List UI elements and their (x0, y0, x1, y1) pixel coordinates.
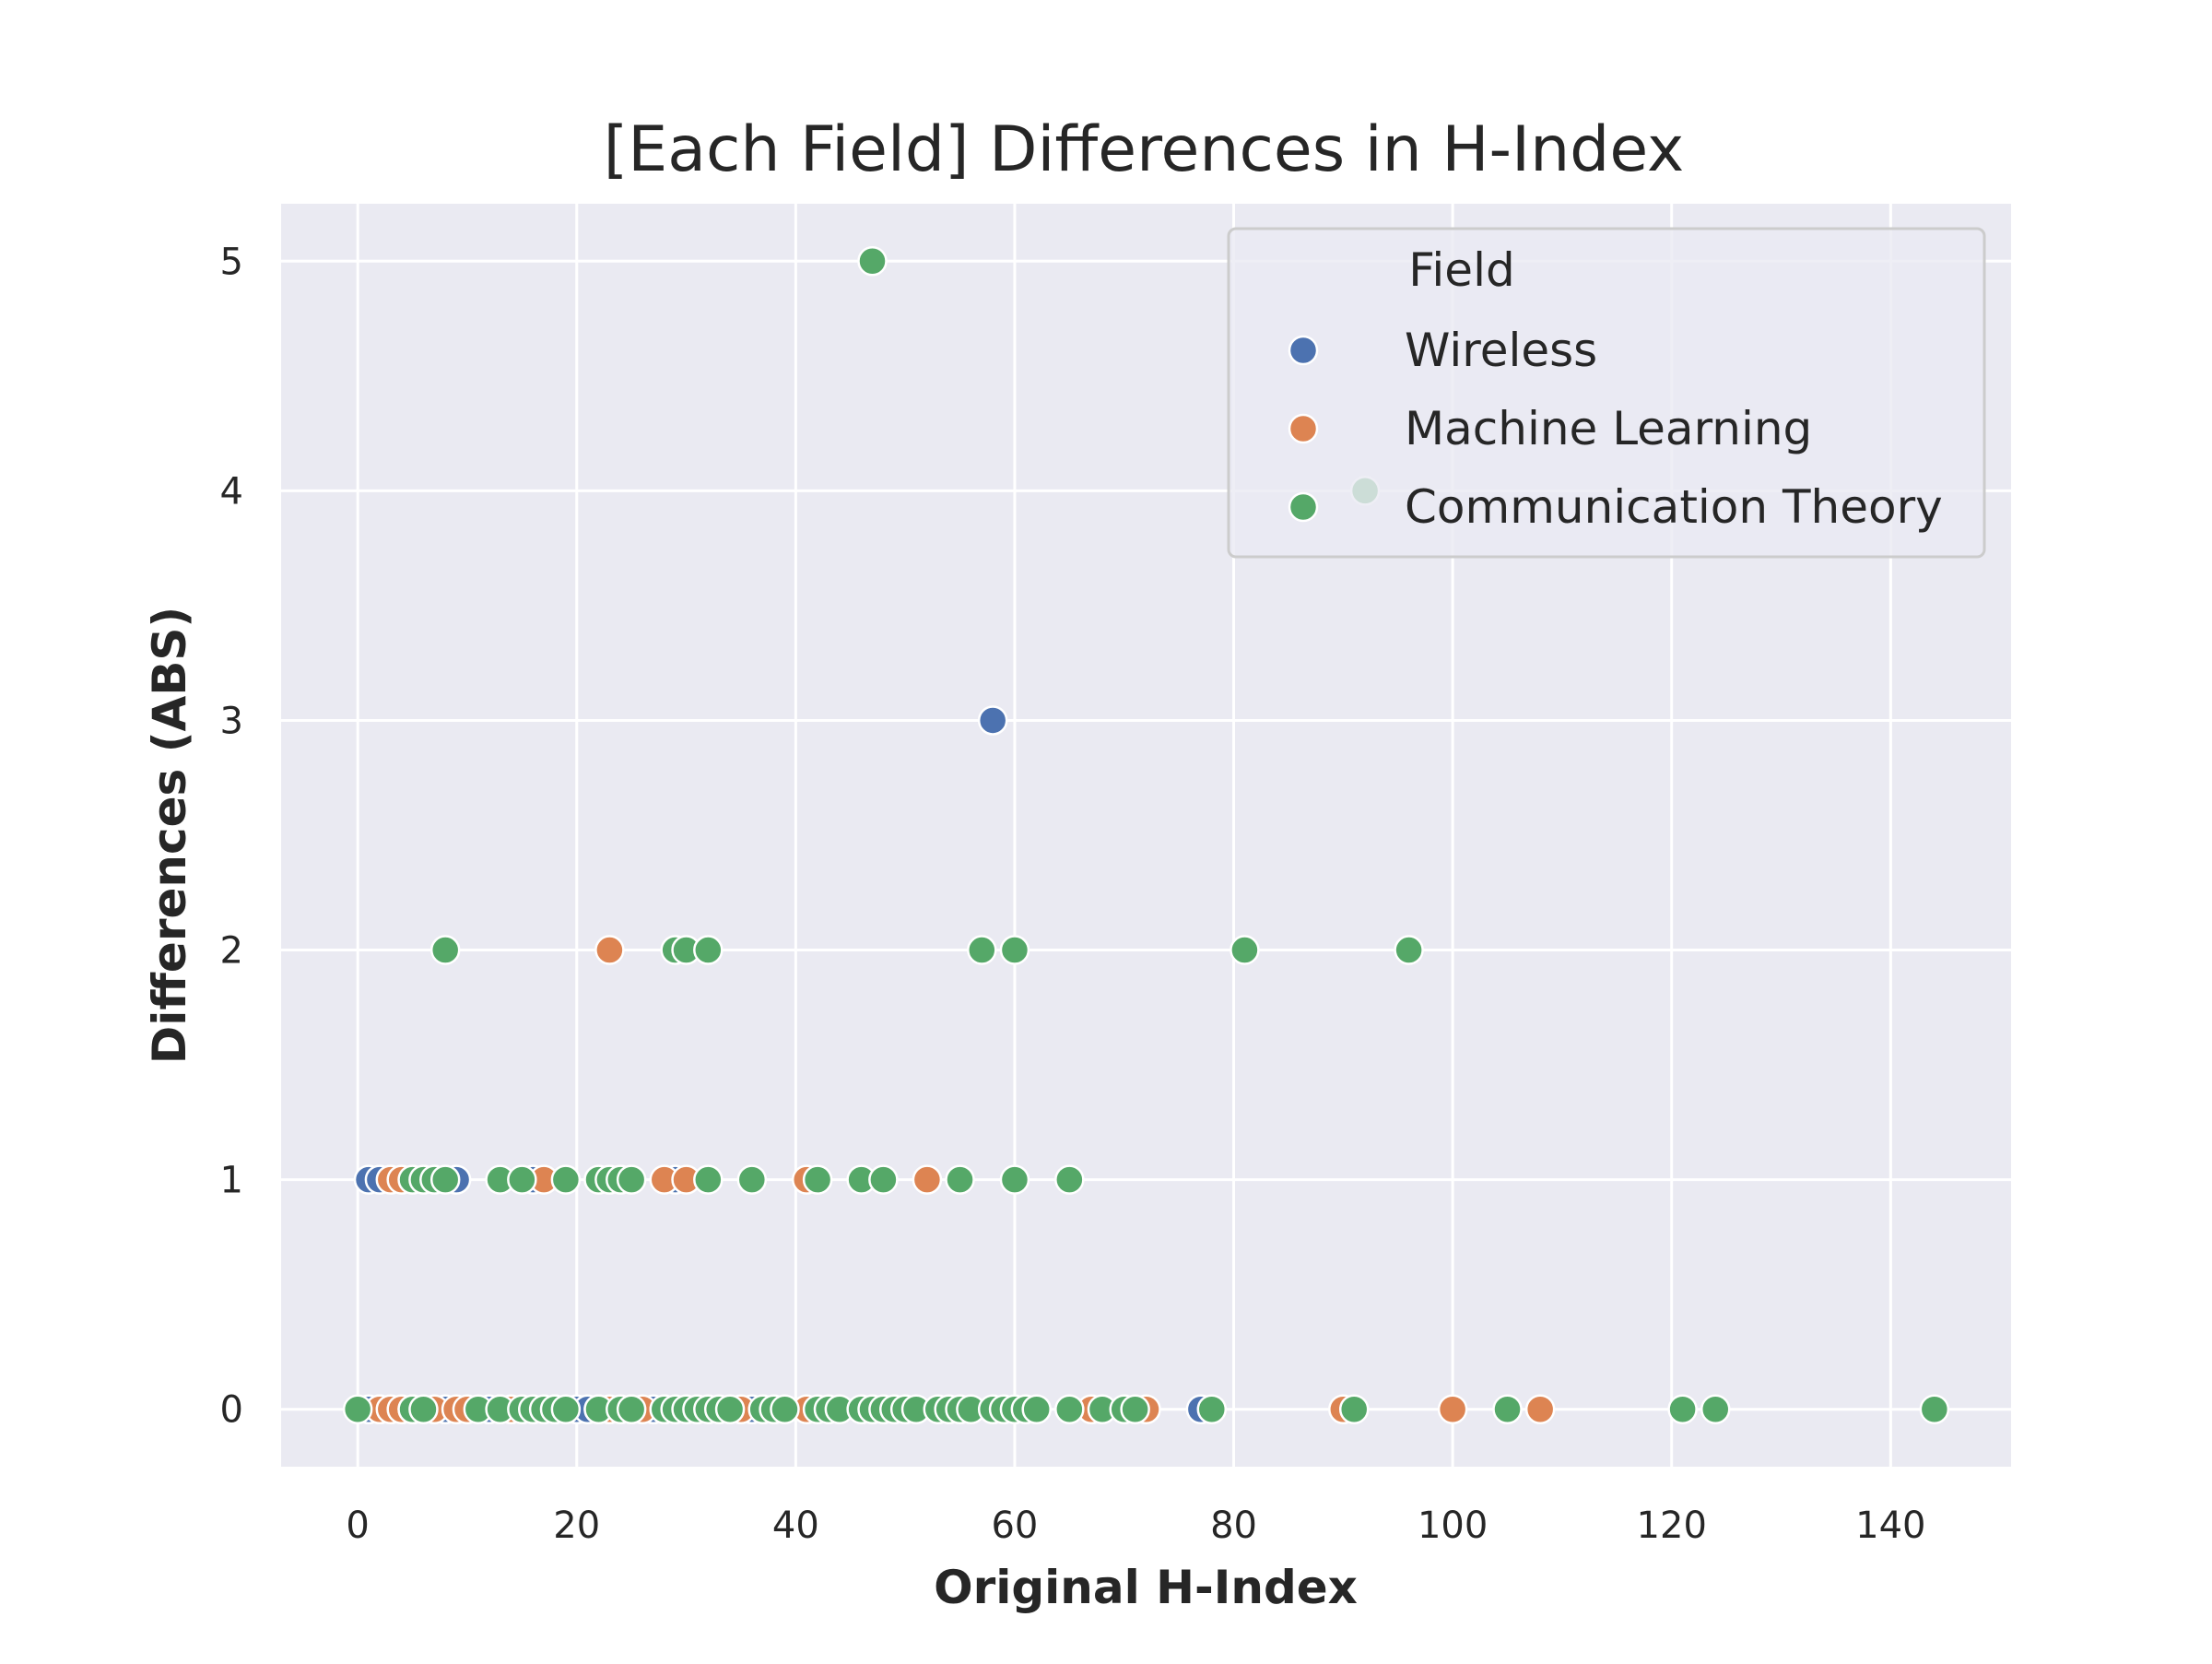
y-axis-label: Differences (ABS) (143, 607, 196, 1064)
x-tick-label: 0 (346, 1505, 369, 1547)
y-tick-label: 1 (220, 1160, 243, 1202)
legend-label: Machine Learning (1405, 402, 1812, 455)
data-point (1338, 1394, 1370, 1424)
data-point (1437, 1394, 1468, 1424)
data-point (616, 1164, 647, 1195)
data-point (999, 1164, 1030, 1195)
data-point (507, 1164, 537, 1195)
data-point (550, 1394, 582, 1424)
data-point (1230, 935, 1260, 965)
y-axis-ticks: 0 1 2 3 4 5 (220, 241, 243, 1431)
x-tick-label: 140 (1855, 1505, 1925, 1547)
data-point (550, 1164, 582, 1195)
data-point (736, 1164, 768, 1195)
data-point (857, 246, 888, 277)
legend-marker (1288, 491, 1319, 523)
data-point (429, 935, 461, 965)
x-tick-label: 60 (991, 1505, 1038, 1547)
legend-item: Machine Learning (1288, 402, 1812, 455)
chart-title: [Each Field] Differences in H-Index (604, 113, 1684, 186)
legend: Field Wireless Machine Learning Communicat… (1227, 227, 1986, 559)
legend-label: Wireless (1405, 324, 1597, 377)
data-point (714, 1394, 746, 1424)
data-point (1919, 1394, 1950, 1424)
data-point (770, 1394, 800, 1424)
legend-item: Communication Theory (1288, 480, 1943, 534)
data-point (999, 935, 1030, 965)
y-tick-label: 2 (220, 930, 243, 973)
data-point (1524, 1394, 1556, 1424)
data-point (1394, 935, 1424, 965)
x-tick-label: 20 (553, 1505, 600, 1547)
data-point (342, 1394, 373, 1424)
legend-title: Field (1408, 243, 1514, 297)
data-point (1492, 1394, 1523, 1424)
x-tick-label: 40 (772, 1505, 819, 1547)
series-communication-theory (342, 246, 1950, 1424)
legend-item: Wireless (1288, 324, 1597, 377)
data-point (967, 935, 997, 965)
data-point (429, 1164, 461, 1195)
data-point (616, 1394, 647, 1424)
data-point (1054, 1394, 1085, 1424)
data-point (594, 935, 625, 965)
data-point (1120, 1394, 1150, 1424)
data-point (868, 1164, 899, 1195)
y-tick-label: 4 (220, 470, 243, 513)
data-point (1054, 1164, 1085, 1195)
data-point (1667, 1394, 1698, 1424)
x-axis-label: Original H-Index (934, 1561, 1358, 1614)
data-point (693, 935, 724, 965)
data-point (693, 1164, 724, 1195)
y-tick-label: 3 (220, 700, 243, 742)
legend-marker (1288, 413, 1319, 444)
legend-marker (1288, 335, 1319, 366)
data-point (945, 1164, 975, 1195)
data-point (912, 1164, 943, 1195)
data-point (802, 1164, 833, 1195)
x-tick-label: 120 (1637, 1505, 1707, 1547)
y-tick-label: 0 (220, 1389, 243, 1432)
legend-box (1227, 227, 1986, 559)
y-tick-label: 5 (220, 241, 243, 283)
x-tick-label: 80 (1210, 1505, 1257, 1547)
data-point (1196, 1394, 1228, 1424)
data-point (977, 705, 1008, 736)
data-point (1700, 1394, 1731, 1424)
legend-label: Communication Theory (1405, 480, 1943, 534)
data-point (1021, 1394, 1052, 1424)
x-axis-ticks: 0 20 40 60 80 100 120 140 (346, 1505, 1925, 1547)
x-tick-label: 100 (1418, 1505, 1488, 1547)
data-point (408, 1394, 439, 1424)
data-points (342, 246, 1950, 1424)
